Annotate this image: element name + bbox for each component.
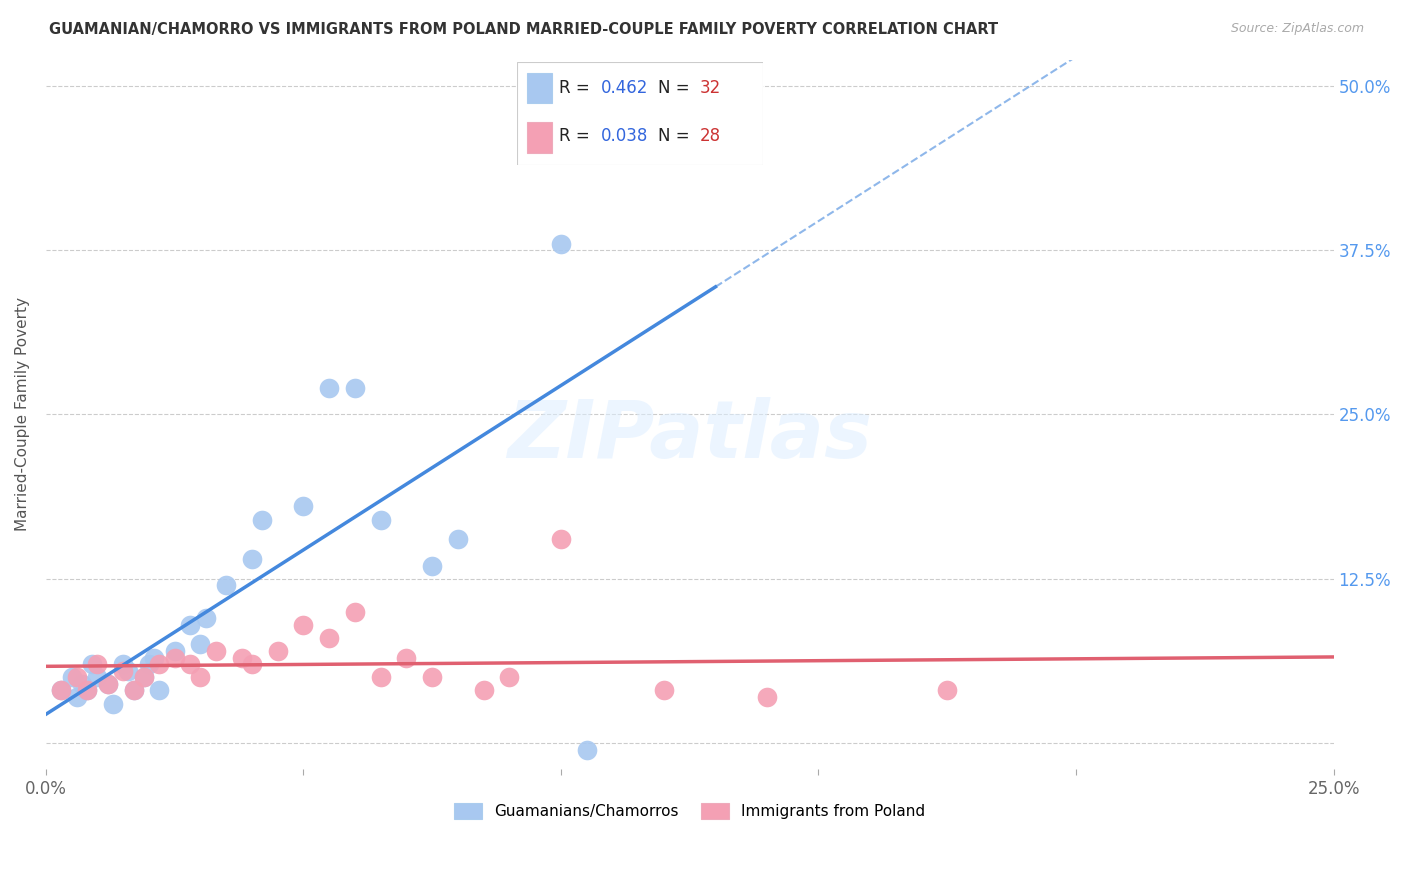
Point <box>395 650 418 665</box>
Point <box>756 690 779 704</box>
Point <box>179 657 201 672</box>
Point <box>97 677 120 691</box>
Point <box>472 683 495 698</box>
Point <box>627 118 650 132</box>
Point <box>117 664 139 678</box>
Text: 0.038: 0.038 <box>602 128 648 145</box>
Point <box>252 513 274 527</box>
Point <box>148 683 170 698</box>
Point <box>498 670 520 684</box>
Point <box>138 657 160 672</box>
Point <box>51 683 73 698</box>
Text: GUAMANIAN/CHAMORRO VS IMMIGRANTS FROM POLAND MARRIED-COUPLE FAMILY POVERTY CORRE: GUAMANIAN/CHAMORRO VS IMMIGRANTS FROM PO… <box>49 22 998 37</box>
Point <box>86 657 108 672</box>
Point <box>420 558 443 573</box>
Point <box>70 677 93 691</box>
Point <box>86 670 108 684</box>
Point <box>420 670 443 684</box>
Text: Source: ZipAtlas.com: Source: ZipAtlas.com <box>1230 22 1364 36</box>
Point <box>66 690 89 704</box>
Point <box>343 605 366 619</box>
Text: N =: N = <box>658 78 695 96</box>
Text: 0.462: 0.462 <box>602 78 648 96</box>
Point <box>447 533 470 547</box>
Point <box>652 683 675 698</box>
Point <box>122 683 145 698</box>
Point <box>101 697 124 711</box>
Point <box>550 236 572 251</box>
Bar <box>527 73 551 103</box>
Point <box>194 611 217 625</box>
Point <box>82 657 104 672</box>
Point <box>97 677 120 691</box>
Point <box>190 670 212 684</box>
Point <box>240 552 263 566</box>
Text: R =: R = <box>560 78 595 96</box>
Point <box>148 657 170 672</box>
Bar <box>527 122 551 153</box>
Point <box>122 683 145 698</box>
Text: 32: 32 <box>699 78 721 96</box>
Point <box>112 664 135 678</box>
Point <box>132 670 155 684</box>
Point <box>292 617 315 632</box>
Legend: Guamanians/Chamorros, Immigrants from Poland: Guamanians/Chamorros, Immigrants from Po… <box>449 797 931 825</box>
Point <box>132 670 155 684</box>
Point <box>292 500 315 514</box>
Point <box>143 650 166 665</box>
Point <box>215 578 238 592</box>
Point <box>550 533 572 547</box>
Point <box>370 670 392 684</box>
Point <box>370 513 392 527</box>
Point <box>240 657 263 672</box>
Point <box>163 650 186 665</box>
Point <box>163 644 186 658</box>
Point <box>51 683 73 698</box>
Point <box>205 644 228 658</box>
Text: R =: R = <box>560 128 595 145</box>
Point <box>76 683 98 698</box>
Point <box>936 683 959 698</box>
Text: 28: 28 <box>699 128 721 145</box>
Point <box>575 742 598 756</box>
Point <box>179 617 201 632</box>
Point <box>190 637 212 651</box>
Point <box>112 657 135 672</box>
Point <box>318 631 340 645</box>
Text: ZIPatlas: ZIPatlas <box>508 397 872 475</box>
Point <box>76 683 98 698</box>
Point <box>318 381 340 395</box>
Point <box>66 670 89 684</box>
Point <box>343 381 366 395</box>
Y-axis label: Married-Couple Family Poverty: Married-Couple Family Poverty <box>15 297 30 532</box>
Text: N =: N = <box>658 128 695 145</box>
Point <box>231 650 253 665</box>
Point <box>60 670 83 684</box>
FancyBboxPatch shape <box>517 62 763 165</box>
Point <box>267 644 290 658</box>
